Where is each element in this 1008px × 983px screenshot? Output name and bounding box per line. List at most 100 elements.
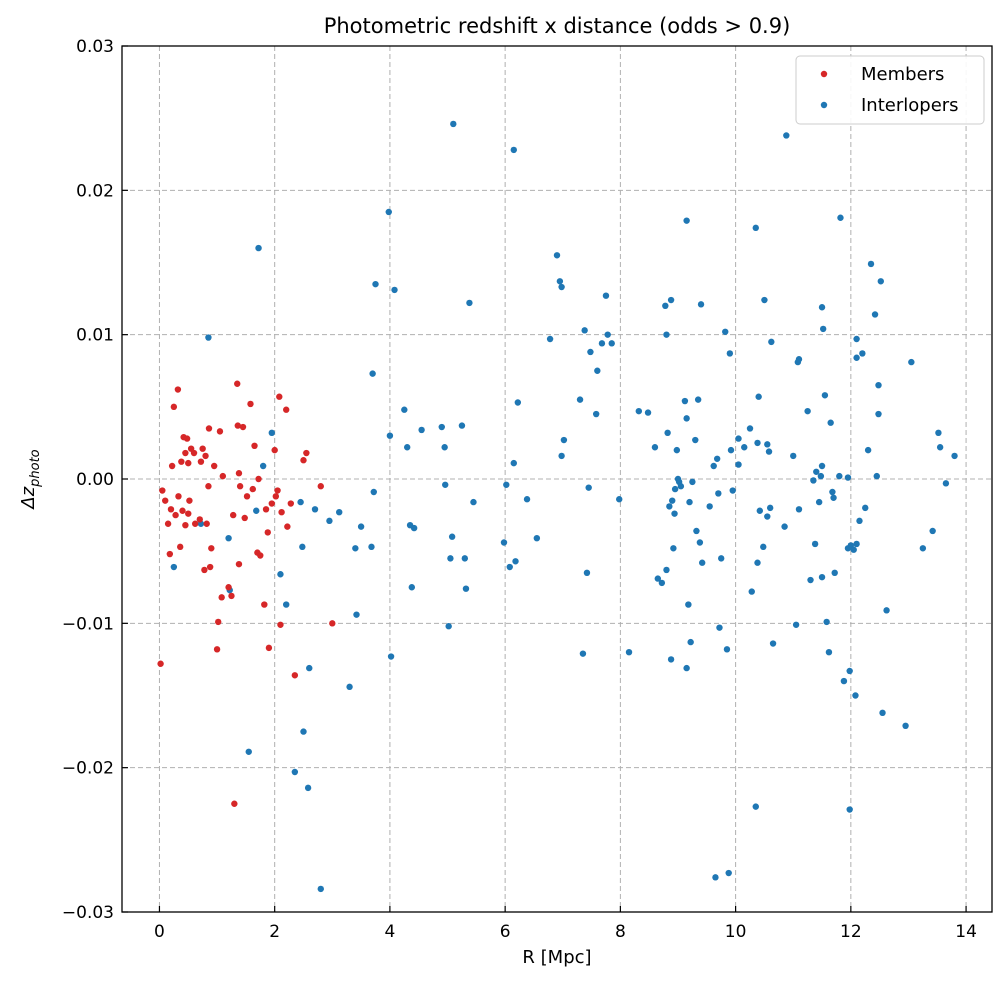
point-members [205,425,213,432]
point-members [185,510,192,517]
point-members [203,520,210,527]
point-interlopers [716,624,723,631]
point-interlopers [654,575,662,582]
y-axis-label-sub: photo [28,449,43,488]
point-interlopers [533,534,541,542]
point-interlopers [651,444,659,451]
point-members [271,446,278,454]
point-interlopers [663,566,670,574]
point-interlopers [583,569,591,577]
point-interlopers [698,559,706,566]
grid-lines [122,45,992,913]
point-interlopers [616,496,623,503]
point-members [262,506,270,513]
point-interlopers [205,334,212,341]
point-interlopers [553,252,561,259]
x-tick-label: 10 [725,922,747,942]
point-interlopers [592,410,600,418]
y-tick-label: −0.01 [62,614,114,634]
point-interlopers [277,571,284,578]
x-tick-label: 4 [384,922,395,942]
point-members [278,508,285,516]
point-interlopers [811,540,819,548]
point-interlopers [760,543,767,551]
point-members [265,644,273,652]
point-members [185,459,192,467]
point-interlopers [558,283,565,291]
point-interlopers [725,869,732,877]
legend-marker-members [820,70,828,78]
point-interlopers [311,506,319,513]
point-members [235,560,243,568]
point-interlopers [871,311,879,318]
point-members [235,470,243,477]
point-interlopers [817,472,825,480]
point-members [166,550,174,558]
point-interlopers [259,462,267,470]
point-interlopers [685,601,692,608]
point-members [329,620,336,627]
point-interlopers [875,410,882,418]
point-members [215,618,222,626]
point-interlopers [410,524,418,532]
point-interlopers [667,656,675,663]
point-interlopers [663,331,670,338]
y-tick-label: 0.03 [76,37,114,57]
point-interlopers [781,523,788,530]
point-interlopers [818,573,826,581]
point-interlopers [450,120,457,128]
point-interlopers [644,409,652,416]
point-interlopers [447,555,454,562]
point-members [179,507,186,514]
point-interlopers [875,381,882,389]
legend-label-members: Members [861,64,944,85]
point-members [255,475,262,483]
point-members [249,485,256,493]
y-axis-ticks: −0.03 −0.02 −0.01 0.00 0.01 0.02 0.03 [62,37,128,923]
point-members [196,516,203,523]
point-interlopers [813,468,820,475]
point-members [287,500,295,507]
point-interlopers [442,481,449,488]
point-interlopers [625,649,633,656]
y-tick-label: 0.02 [76,181,114,201]
point-interlopers [170,563,178,571]
point-interlopers [352,545,359,552]
point-interlopers [408,584,416,591]
point-interlopers [662,302,669,309]
point-interlopers [401,406,408,413]
point-interlopers [438,423,445,431]
point-interlopers [291,768,299,776]
point-interlopers [370,488,377,496]
point-interlopers [726,350,734,357]
point-interlopers [825,649,833,656]
point-interlopers [558,452,565,460]
point-interlopers [783,132,790,139]
data-points [157,120,958,893]
point-members [182,449,189,457]
point-interlopers [306,664,313,672]
point-members [216,428,224,435]
point-interlopers [819,325,827,333]
point-interlopers [883,607,890,614]
point-members [197,458,205,465]
point-members [199,445,206,452]
point-members [190,449,198,457]
point-interlopers [807,576,814,584]
point-interlopers [299,543,306,551]
point-interlopers [225,534,232,542]
point-interlopers [667,296,675,304]
point-interlopers [919,545,927,552]
point-interlopers [587,348,594,356]
point-interlopers [686,498,693,506]
point-interlopers [840,677,848,685]
point-interlopers [795,506,803,513]
point-interlopers [687,638,694,646]
point-interlopers [712,874,719,881]
point-interlopers [936,444,944,451]
point-interlopers [829,488,836,496]
point-interlopers [694,396,702,403]
point-interlopers [741,444,748,451]
point-interlopers [598,340,606,347]
point-interlopers [369,370,376,377]
